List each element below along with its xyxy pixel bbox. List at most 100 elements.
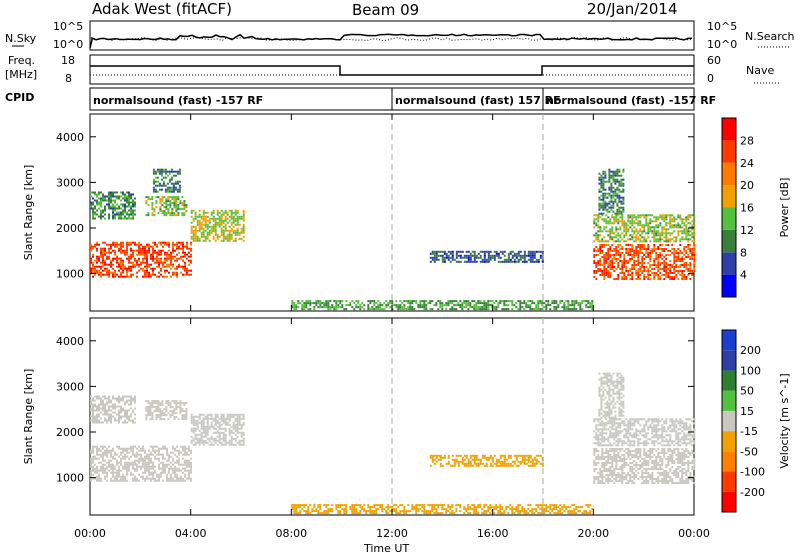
range-cell xyxy=(164,458,166,460)
range-cell xyxy=(520,461,522,463)
range-cell xyxy=(611,236,613,238)
range-cell xyxy=(639,240,641,242)
range-cell xyxy=(90,400,92,402)
range-cell xyxy=(595,266,597,268)
range-cell xyxy=(126,474,128,476)
range-cell xyxy=(231,224,233,226)
range-cell xyxy=(173,410,175,412)
range-cell xyxy=(663,472,665,474)
range-cell xyxy=(605,468,607,470)
range-cell xyxy=(623,256,625,258)
range-cell xyxy=(158,476,160,478)
range-cell xyxy=(649,468,651,470)
range-cell xyxy=(683,264,685,266)
range-cell xyxy=(211,230,213,232)
range-cell xyxy=(227,214,229,216)
range-cell xyxy=(679,224,681,226)
range-cell xyxy=(241,440,243,442)
range-cell xyxy=(693,240,695,242)
range-cell xyxy=(237,418,239,420)
range-cell xyxy=(438,255,440,257)
range-cell xyxy=(464,455,466,457)
range-cell xyxy=(205,430,207,432)
range-cell xyxy=(293,302,295,304)
range-cell xyxy=(436,251,438,253)
range-cell xyxy=(466,455,468,457)
range-cell xyxy=(493,302,495,304)
range-cell xyxy=(243,218,245,220)
range-cell xyxy=(595,250,597,252)
range-cell xyxy=(233,226,235,228)
range-cell xyxy=(112,398,114,400)
range-cell xyxy=(151,196,153,198)
range-cell xyxy=(243,438,245,440)
range-cell xyxy=(603,260,605,262)
range-cell xyxy=(239,416,241,418)
range-cell xyxy=(655,274,657,276)
range-cell xyxy=(625,266,627,268)
range-cell xyxy=(637,230,639,232)
range-cell xyxy=(186,478,188,480)
range-cell xyxy=(225,430,227,432)
range-cell xyxy=(100,446,102,448)
range-cell xyxy=(92,470,94,472)
range-cell xyxy=(118,218,120,220)
range-cell xyxy=(622,207,624,209)
range-cell xyxy=(108,276,110,278)
range-cell xyxy=(474,259,476,261)
range-cell xyxy=(146,276,148,278)
range-cell xyxy=(595,238,597,240)
range-cell xyxy=(102,408,104,410)
range-cell xyxy=(179,408,181,410)
range-cell xyxy=(223,416,225,418)
range-cell xyxy=(197,220,199,222)
nave-tick-bottom: 0 xyxy=(707,72,714,85)
range-cell xyxy=(173,400,175,402)
range-cell xyxy=(657,456,659,458)
range-cell xyxy=(191,436,193,438)
range-cell xyxy=(375,302,377,304)
range-cell xyxy=(593,272,595,274)
range-cell xyxy=(203,228,205,230)
range-cell xyxy=(595,262,597,264)
range-cell xyxy=(643,238,645,240)
range-cell xyxy=(617,220,619,222)
range-cell xyxy=(203,240,205,242)
range-cell xyxy=(447,302,449,304)
range-cell xyxy=(148,470,150,472)
range-cell xyxy=(114,452,116,454)
range-cell xyxy=(126,250,128,252)
range-cell xyxy=(231,238,233,240)
range-cell xyxy=(671,252,673,254)
range-cell xyxy=(157,416,159,418)
range-cell xyxy=(184,454,186,456)
range-cell xyxy=(456,261,458,263)
range-cell xyxy=(126,470,128,472)
range-cell xyxy=(456,461,458,463)
range-cell xyxy=(671,460,673,462)
range-cell xyxy=(671,272,673,274)
range-cell xyxy=(595,468,597,470)
range-cell xyxy=(110,472,112,474)
range-cell xyxy=(514,255,516,257)
range-cell xyxy=(490,457,492,459)
range-cell xyxy=(175,214,177,216)
range-cell xyxy=(188,256,190,258)
range-cell xyxy=(90,408,92,410)
range-cell xyxy=(681,454,683,456)
range-cell xyxy=(605,272,607,274)
range-cell xyxy=(124,468,126,470)
range-cell xyxy=(649,454,651,456)
range-cell xyxy=(112,416,114,418)
range-cell xyxy=(112,268,114,270)
range-cell xyxy=(631,250,633,252)
range-cell xyxy=(178,452,180,454)
range-cell xyxy=(657,278,659,280)
range-cell xyxy=(679,462,681,464)
range-cell xyxy=(179,412,181,414)
range-cell xyxy=(663,470,665,472)
range-cell xyxy=(665,470,667,472)
range-cell xyxy=(620,179,622,181)
range-cell xyxy=(106,450,108,452)
range-cell xyxy=(619,460,621,462)
